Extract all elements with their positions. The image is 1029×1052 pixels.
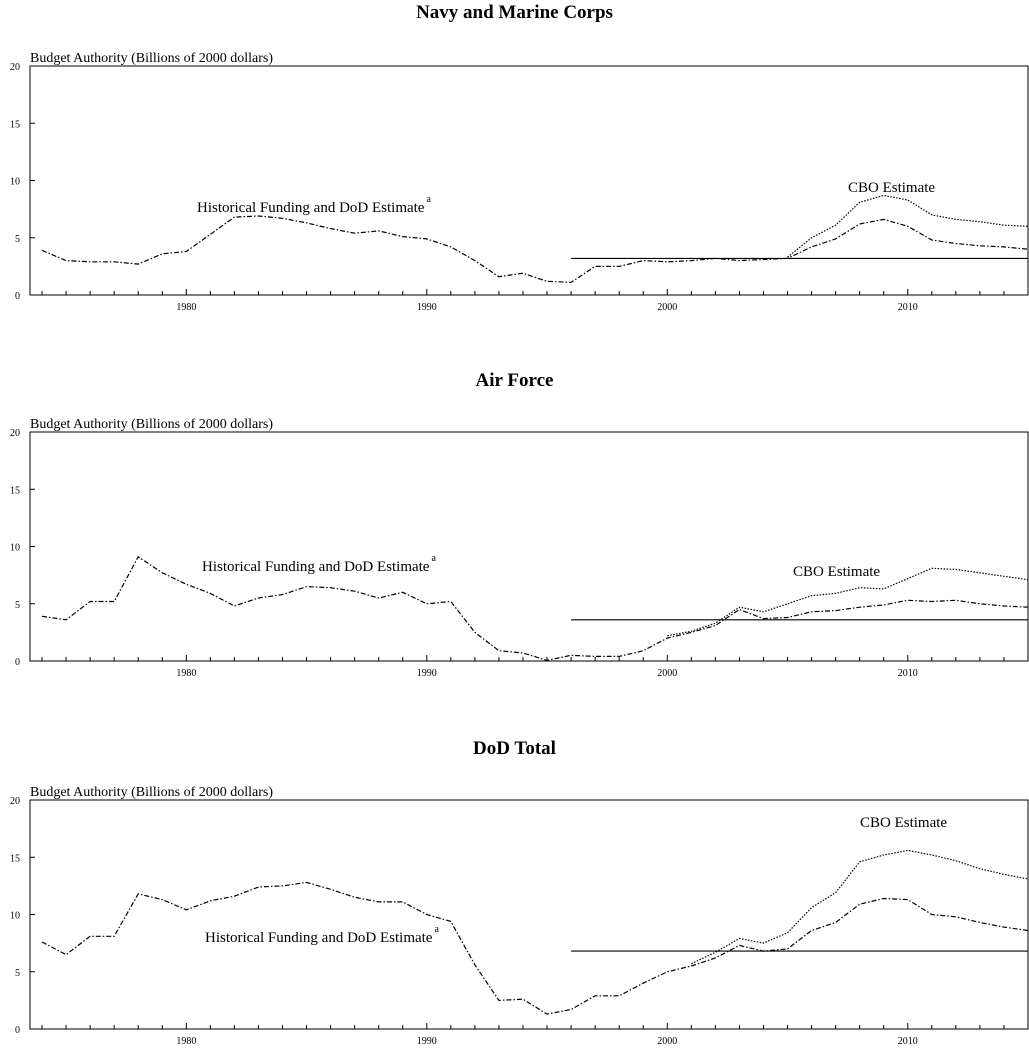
annotation-cbo-estimate: CBO Estimate <box>793 564 880 580</box>
series-line-dashdot <box>41 215 1029 284</box>
y-tick-label: 5 <box>15 600 20 611</box>
plot-frame <box>29 799 1029 1030</box>
x-tick-label: 1980 <box>176 1036 196 1047</box>
x-tick-label: 1990 <box>417 302 437 313</box>
x-tick-label: 2010 <box>898 302 918 313</box>
plot-frame <box>29 431 1029 662</box>
y-axis-label: Budget Authority (Billions of 2000 dolla… <box>30 785 273 800</box>
annotation-cbo-estimate: CBO Estimate <box>860 815 947 831</box>
y-tick-label: 20 <box>10 428 20 439</box>
x-tick-label: 2000 <box>657 1036 677 1047</box>
y-tick-label: 15 <box>10 485 20 496</box>
y-tick-label: 5 <box>15 234 20 245</box>
y-tick-label: 0 <box>15 657 20 668</box>
panel-title-dod-total: DoD Total <box>473 738 556 759</box>
annotation-historical: Historical Funding and DoD Estimate <box>202 559 430 575</box>
series-line-dotted <box>787 194 1029 258</box>
y-tick-label: 10 <box>10 911 20 922</box>
x-tick-label: 1980 <box>176 302 196 313</box>
annotation-footnote-marker: a <box>426 194 431 205</box>
y-axis-label: Budget Authority (Billions of 2000 dolla… <box>30 51 273 66</box>
x-tick-label: 1990 <box>417 1036 437 1047</box>
annotation-historical: Historical Funding and DoD Estimate <box>205 930 433 946</box>
series-line-dashdot <box>41 881 1029 1015</box>
annotation-historical: Historical Funding and DoD Estimate <box>197 200 425 216</box>
y-tick-label: 10 <box>10 177 20 188</box>
y-tick-label: 10 <box>10 543 20 554</box>
annotation-footnote-marker: a <box>434 924 439 935</box>
annotation-footnote-marker: a <box>431 553 436 564</box>
series-line-dotted <box>667 567 1029 637</box>
series-line-dashdot <box>41 555 1029 662</box>
y-axis-label: Budget Authority (Billions of 2000 dolla… <box>30 417 273 432</box>
x-tick-label: 1980 <box>176 668 196 679</box>
x-tick-label: 1990 <box>417 668 437 679</box>
y-tick-label: 15 <box>10 853 20 864</box>
y-tick-label: 5 <box>15 968 20 979</box>
series-line-dotted <box>691 849 1029 965</box>
x-tick-label: 2010 <box>898 1036 918 1047</box>
y-tick-label: 20 <box>10 62 20 73</box>
panel-title-air-force: Air Force <box>475 370 554 391</box>
y-tick-label: 15 <box>10 119 20 130</box>
y-tick-label: 0 <box>15 291 20 302</box>
x-tick-label: 2010 <box>898 668 918 679</box>
y-tick-label: 0 <box>15 1025 20 1036</box>
x-tick-label: 2000 <box>657 668 677 679</box>
y-tick-label: 20 <box>10 796 20 807</box>
annotation-cbo-estimate: CBO Estimate <box>848 180 935 196</box>
x-tick-label: 2000 <box>657 302 677 313</box>
panel-title-navy: Navy and Marine Corps <box>416 2 613 23</box>
